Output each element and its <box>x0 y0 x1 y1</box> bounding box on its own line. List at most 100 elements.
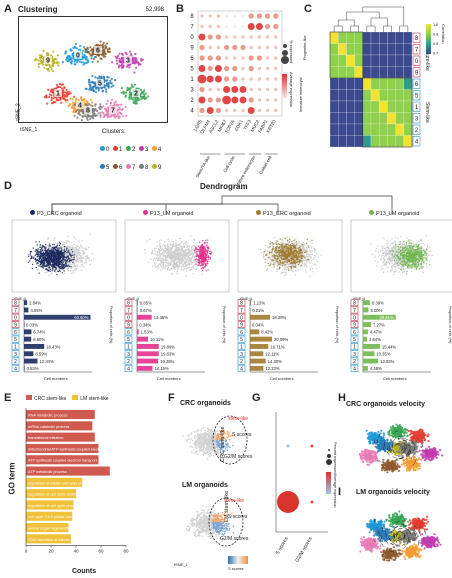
heat-cell <box>395 123 404 136</box>
cluster-point <box>126 86 129 89</box>
cluster-point <box>99 57 102 60</box>
cluster-point <box>124 105 127 108</box>
sample-point <box>61 249 63 251</box>
sample-point <box>66 251 68 254</box>
heat-cell <box>346 43 355 56</box>
bg-point <box>170 249 172 251</box>
sample-point <box>70 259 73 262</box>
bg-point <box>77 245 79 247</box>
gene-label-TFF3: TFF3 <box>242 119 252 131</box>
cluster-point <box>118 64 121 67</box>
sample-point <box>37 261 39 264</box>
bg-point <box>170 253 172 255</box>
cluster-point <box>106 83 109 86</box>
cluster-point <box>94 81 97 84</box>
bg-point <box>32 251 34 254</box>
cluster-point <box>126 65 129 68</box>
dot-2-MUC2 <box>257 98 262 102</box>
bg-point <box>168 261 170 263</box>
bg-point <box>173 260 175 262</box>
sample-point <box>206 246 208 248</box>
cluster-point <box>94 91 98 94</box>
dot-0-CDK1 <box>241 35 245 39</box>
sample-point <box>37 259 39 262</box>
cluster-point <box>131 58 134 62</box>
dot-2-KRT20 <box>274 98 278 102</box>
cluster-point <box>64 95 67 98</box>
heat-cell <box>354 31 363 44</box>
heat-cell <box>395 66 404 79</box>
sample-point <box>63 264 66 266</box>
cluster-point <box>52 70 55 73</box>
cluster-point <box>95 109 99 113</box>
sample-point <box>70 256 72 258</box>
cluster-point <box>85 87 88 90</box>
sample-point <box>60 256 62 258</box>
sample-point <box>201 258 204 260</box>
sample-panel-0: P3_CRC organoid tSNE_1 8 2.84% 7 4.05% 0 60.60%… <box>10 210 118 388</box>
dot-5-LGR5 <box>198 65 206 72</box>
sample-point <box>48 269 50 271</box>
bg-point <box>180 252 182 254</box>
sample-point <box>40 262 43 264</box>
bg-point <box>159 245 162 247</box>
cluster-label-bg <box>76 101 84 109</box>
bg-point <box>155 245 158 247</box>
heat-row-box <box>412 90 421 101</box>
cluster-point <box>102 42 105 45</box>
cluster-point <box>110 82 113 85</box>
sample-point <box>197 262 199 264</box>
panel-d: Dendrogram P3_CRC organoid tSNE_1 8 2.84% 7 4… <box>0 182 452 392</box>
sample-point <box>57 261 60 263</box>
bg-point <box>187 245 189 247</box>
bar-2 <box>24 358 38 364</box>
cluster-point <box>133 100 136 103</box>
cluster-point <box>107 76 110 79</box>
cluster-point <box>74 42 78 46</box>
bg-point <box>171 252 173 254</box>
bg-point <box>82 252 84 255</box>
cluster-point <box>112 84 115 87</box>
dot-7-OLFM4 <box>208 24 212 29</box>
cluster-point <box>116 103 119 106</box>
dot-5-TOP2A <box>232 65 238 72</box>
sample-point <box>48 258 50 260</box>
bg-point <box>150 258 152 260</box>
row-label-8: 8 <box>190 14 194 20</box>
cluster-point <box>90 49 93 52</box>
sample-point <box>206 263 209 265</box>
cluster-point <box>122 92 125 95</box>
panel-label-d: D <box>4 180 12 192</box>
dot-6-ASCL2 <box>215 55 221 61</box>
cluster-label-bg <box>44 56 52 64</box>
dot-9-TFF3 <box>249 45 253 50</box>
sample-point <box>53 254 56 257</box>
bg-point <box>190 235 192 237</box>
cluster-label-bg <box>94 46 102 54</box>
bg-point <box>191 248 193 250</box>
heat-cell <box>338 123 347 136</box>
cluster-point <box>80 61 83 64</box>
dendro-branch <box>370 17 388 26</box>
bg-point <box>77 263 80 265</box>
bg-point <box>194 239 196 241</box>
bg-point <box>72 247 74 249</box>
cluster-point <box>82 61 85 64</box>
bg-point <box>74 250 76 252</box>
legend-label: 9 <box>158 165 162 171</box>
cluster-point <box>115 56 118 60</box>
bar-2 <box>137 358 159 364</box>
cluster-point <box>67 58 70 61</box>
sample-point <box>56 253 58 255</box>
cluster-point <box>64 50 67 53</box>
dot-legend-size <box>283 44 287 48</box>
bg-point <box>75 245 78 247</box>
bg-point <box>192 255 195 258</box>
bg-point <box>184 266 186 268</box>
sample-point <box>58 241 61 244</box>
heat-cell <box>362 100 372 113</box>
bg-point <box>73 248 75 250</box>
bg-point <box>51 272 53 275</box>
bg-point <box>156 241 158 243</box>
cluster-point <box>143 93 146 96</box>
